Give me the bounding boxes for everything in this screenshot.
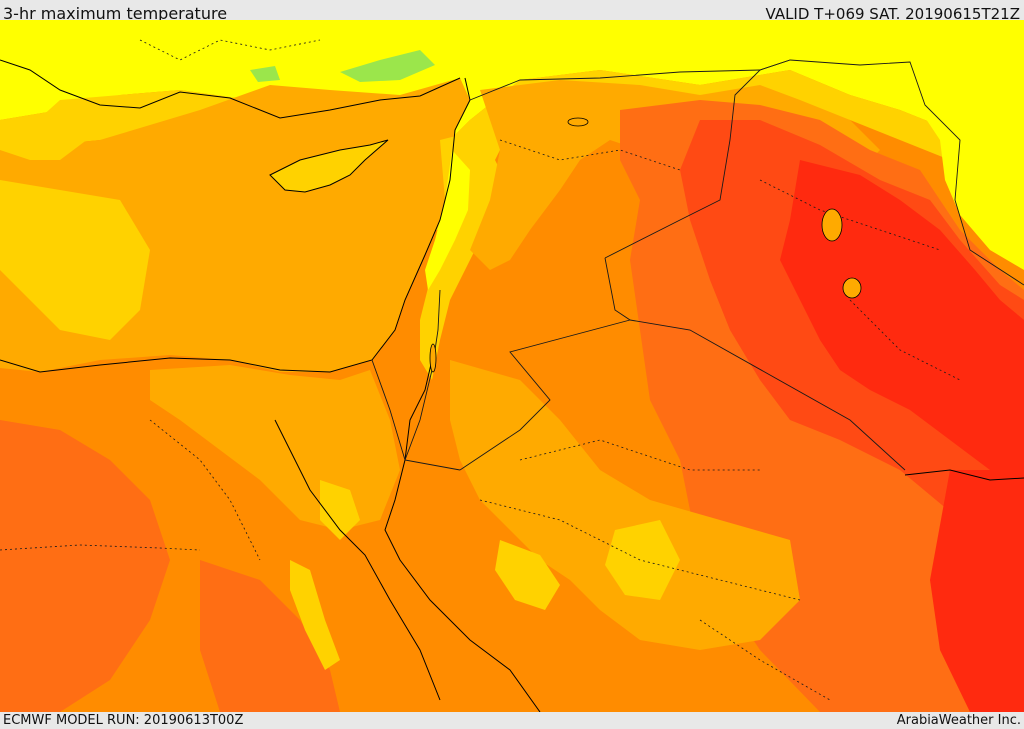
dead-sea xyxy=(429,343,437,373)
header-bar: 3-hr maximum temperature VALID T+069 SAT… xyxy=(0,0,1024,23)
field-gold-levant xyxy=(420,130,500,380)
cyprus-island xyxy=(270,140,388,192)
field-green-patch-2 xyxy=(250,66,280,82)
coastline-red-sea-west xyxy=(274,419,441,701)
dotted-boundary-5 xyxy=(0,544,201,551)
model-run-label: ECMWF MODEL RUN: 20190613T00Z xyxy=(3,713,244,728)
map-title: 3-hr maximum temperature xyxy=(3,4,228,23)
lake-habbaniyah xyxy=(842,277,862,299)
map-svg xyxy=(0,20,1024,712)
border-jordan-saudi xyxy=(459,257,632,471)
dotted-boundary-3 xyxy=(759,179,941,251)
lake-assad xyxy=(567,117,589,127)
internal-boundaries xyxy=(0,39,961,701)
field-yellow-levant xyxy=(425,150,470,290)
border-iraq-iran xyxy=(789,59,1024,286)
field-gold-arabia-2 xyxy=(605,520,680,600)
border-israel-jordan xyxy=(404,289,461,471)
coastline-turkey xyxy=(0,59,461,119)
lake-tharthar xyxy=(821,208,843,242)
coastline-persian-gulf xyxy=(904,469,1024,481)
field-gold-sea-north xyxy=(0,95,150,160)
footer-bar: ECMWF MODEL RUN: 20190613T00Z ArabiaWeat… xyxy=(0,712,1024,729)
valid-time-label: VALID T+069 SAT. 20190615T21Z xyxy=(765,5,1020,23)
field-gold-nile xyxy=(290,560,340,670)
coastlines xyxy=(0,59,1024,712)
border-egypt-israel xyxy=(371,359,406,461)
field-red-iraq xyxy=(780,160,1024,480)
field-gold-arabia xyxy=(495,540,560,610)
temperature-map xyxy=(0,20,1024,712)
dotted-boundary-8 xyxy=(849,299,961,381)
border-syria-iraq xyxy=(604,59,791,259)
field-green-patch xyxy=(340,50,435,82)
field-dark-orange-egypt-2 xyxy=(200,560,340,712)
field-gold-sinai xyxy=(320,480,360,540)
coastline-cyprus xyxy=(269,139,389,193)
coastline-gulf-of-aqaba xyxy=(404,359,433,461)
borders xyxy=(371,59,1024,471)
dotted-boundary-6 xyxy=(699,619,831,701)
field-yellow-east xyxy=(915,20,1024,270)
credit-label: ArabiaWeather Inc. xyxy=(896,713,1021,728)
field-gold-sea-west xyxy=(0,180,150,340)
coastline-red-sea-east xyxy=(384,459,541,712)
field-red-gulf xyxy=(930,470,1024,712)
border-iraq-saudi xyxy=(629,319,906,471)
coastline-mediterranean-south xyxy=(0,77,471,373)
dotted-boundary-7 xyxy=(519,439,760,471)
dotted-boundary-4 xyxy=(479,499,801,601)
field-amber-arabia xyxy=(450,360,800,650)
field-yellow-north xyxy=(0,20,1024,150)
field-dark-orange-egypt xyxy=(0,420,170,712)
dotted-boundary-2 xyxy=(499,139,681,171)
